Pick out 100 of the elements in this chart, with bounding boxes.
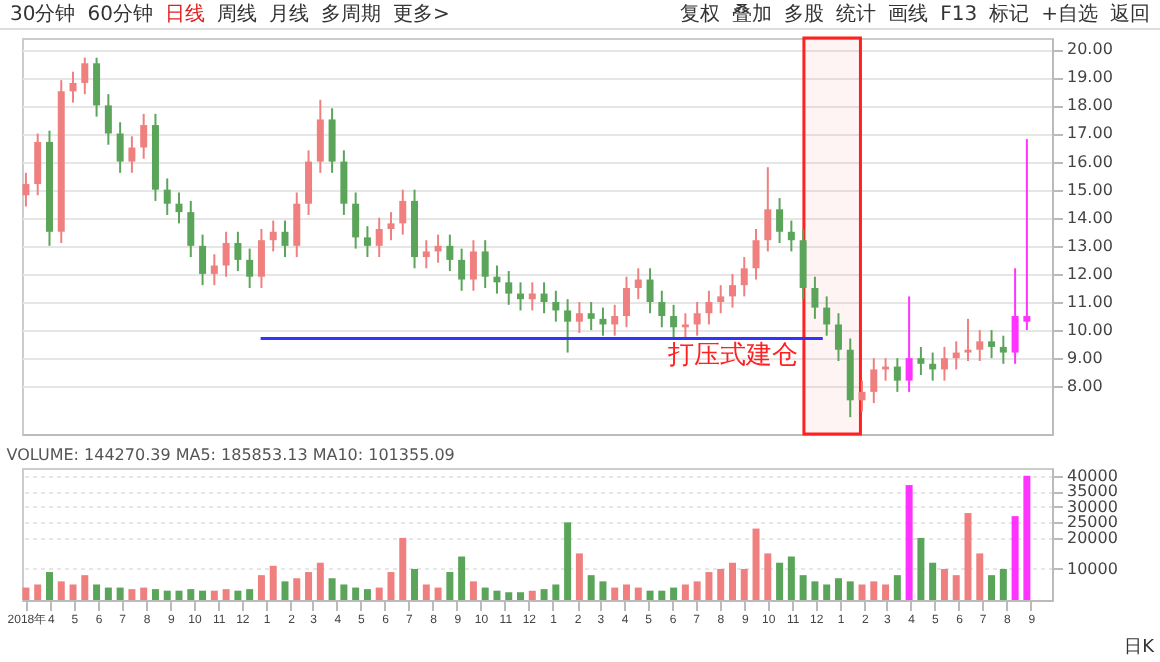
- bar: [634, 587, 642, 600]
- candlestick: [163, 177, 171, 216]
- candlestick: [658, 289, 666, 329]
- candlestick: [799, 227, 807, 301]
- candlestick: [222, 230, 230, 278]
- candlestick: [976, 329, 984, 362]
- y-tick-label: 8.00: [1067, 377, 1103, 396]
- bar: [293, 578, 301, 600]
- bar: [799, 575, 807, 600]
- y-tick-label: 11.00: [1067, 293, 1113, 311]
- text: 周线: [214, 1, 259, 28]
- bar: [493, 590, 501, 600]
- candlestick: [69, 70, 77, 104]
- candlestick: [681, 312, 689, 340]
- bar: [599, 581, 607, 600]
- bar: [363, 589, 371, 600]
- bar: [151, 589, 159, 600]
- text: 叠加: [730, 1, 775, 28]
- candlestick: [328, 107, 336, 174]
- bar: [199, 590, 207, 600]
- bar: [999, 568, 1007, 600]
- bar: [187, 589, 195, 600]
- candlestick: [870, 357, 878, 405]
- candlestick: [717, 284, 725, 315]
- candlestick: [646, 267, 654, 315]
- bar: [717, 568, 725, 600]
- bar: [257, 575, 265, 600]
- bar: [611, 587, 619, 600]
- bar: [752, 528, 760, 600]
- candlestick: [128, 135, 136, 174]
- candlestick: [917, 345, 925, 377]
- candlestick: [387, 211, 395, 242]
- candlestick: [434, 233, 442, 264]
- candlestick: [481, 239, 489, 289]
- candlestick: [493, 264, 501, 295]
- bar: [528, 590, 536, 600]
- bar: [893, 575, 901, 600]
- y-tick-label: 16.00: [1067, 152, 1113, 171]
- candlestick: [422, 239, 430, 270]
- bar: [646, 590, 654, 600]
- y-tick-label: 13.00: [1067, 236, 1113, 255]
- bar: [175, 590, 183, 600]
- bar: [81, 575, 89, 600]
- candlestick: [93, 56, 101, 118]
- candlestick: [199, 233, 207, 287]
- bar: [234, 590, 242, 600]
- text: 多周期: [318, 1, 383, 28]
- candlestick: [552, 289, 560, 323]
- bar: [422, 584, 430, 600]
- y-tick-label: 25000: [1067, 513, 1118, 532]
- bar: [882, 584, 890, 600]
- candlestick: [257, 227, 265, 289]
- text: +自选: [1039, 1, 1100, 28]
- candlestick: [893, 357, 901, 393]
- y-tick-label: 40000: [1067, 466, 1118, 485]
- bar: [517, 592, 525, 600]
- y-tick-label: 17.00: [1067, 124, 1113, 143]
- candlestick: [564, 298, 572, 354]
- candlestick: [528, 281, 536, 312]
- candlestick: [517, 281, 525, 312]
- candlestick: [234, 230, 242, 273]
- bar: [222, 589, 230, 600]
- candlestick: [540, 281, 548, 315]
- bar: [575, 553, 583, 600]
- candlestick: [140, 112, 148, 160]
- bar: [22, 587, 30, 600]
- bar: [128, 589, 136, 600]
- text: 更多>: [390, 2, 452, 28]
- candlestick: [81, 56, 89, 96]
- bar: [552, 584, 560, 600]
- bar: [681, 584, 689, 600]
- candlestick: [693, 301, 701, 337]
- bar: [587, 575, 595, 600]
- candlestick: [999, 334, 1007, 365]
- candlestick: [505, 270, 513, 306]
- bar: [693, 581, 701, 600]
- bar: [952, 575, 960, 600]
- bar: [976, 553, 984, 600]
- y-tick-label: 9.00: [1067, 349, 1103, 368]
- candlestick: [187, 199, 195, 259]
- candlestick: [599, 306, 607, 337]
- y-tick-label: 20000: [1067, 528, 1118, 547]
- bar: [246, 589, 254, 600]
- bar: [446, 572, 454, 600]
- annotation: 打压式建仓: [665, 340, 798, 371]
- bar: [469, 581, 477, 600]
- candlestick: [952, 340, 960, 371]
- bar: [623, 584, 630, 600]
- candlestick: [305, 149, 313, 216]
- candlestick: [834, 312, 842, 362]
- candlestick: [293, 191, 301, 259]
- candlestick: [964, 317, 972, 362]
- bar: [93, 584, 101, 600]
- y-tick-label: 18.00: [1067, 96, 1113, 115]
- bar: [458, 556, 466, 600]
- candlestick: [811, 275, 819, 320]
- bar: [1011, 516, 1019, 600]
- candlestick: [823, 295, 831, 337]
- y-tick-label: 20.00: [1067, 40, 1113, 59]
- bar: [399, 537, 407, 600]
